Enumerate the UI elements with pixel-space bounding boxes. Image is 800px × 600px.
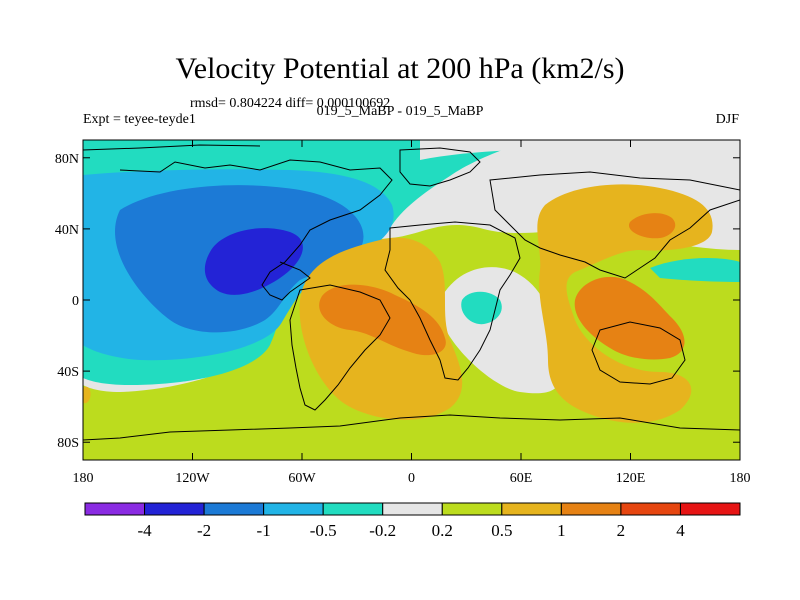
colorbar-swatch (441, 502, 503, 516)
colorbar-label: 1 (557, 521, 566, 540)
colorbar-swatch (84, 502, 146, 516)
colorbar-swatch (144, 502, 205, 516)
lon-axis: 180 120W 60W 0 60E 120E 180 (73, 140, 751, 486)
colorbar-label: 2 (617, 521, 626, 540)
colorbar-label: 4 (676, 521, 685, 540)
coastline-europe-africa (384, 221, 521, 381)
contour-pos-1 (628, 213, 676, 239)
colorbar-swatch (679, 502, 741, 516)
contour-neg-0.2 (650, 258, 740, 282)
stats-label: rmsd= 0.804224 diff= 0.000100692 (190, 96, 391, 111)
colorbar-swatch (620, 502, 681, 516)
colorbar-label: -0.2 (369, 521, 396, 540)
experiment-label: Expt = teyee-teyde1 (83, 112, 196, 127)
contour-neg-0.2 (461, 291, 502, 325)
contour-neg-2 (204, 228, 303, 295)
lon-tick-label: 0 (408, 471, 415, 486)
coastline-australia (591, 321, 686, 385)
lon-tick-label: 120W (175, 471, 210, 486)
contour-pos-0.5 (537, 184, 713, 423)
colorbar-label: -4 (137, 521, 152, 540)
colorbar-label: -1 (257, 521, 271, 540)
lat-tick-label: 80N (55, 152, 79, 167)
colorbar-label: -0.5 (310, 521, 337, 540)
coastline-antarctica (83, 414, 740, 441)
colorbar-label: 0.5 (491, 521, 512, 540)
contour-pos-1 (319, 284, 446, 356)
coastline-south-america (289, 284, 391, 411)
contour-pos-1 (574, 276, 685, 360)
contour-pos-0.5 (83, 386, 91, 404)
coastline-asia (489, 171, 740, 279)
coastline-arctic (83, 144, 261, 151)
coastlines (83, 144, 740, 441)
lon-tick-label: 180 (73, 471, 94, 486)
lat-tick-label: 0 (72, 294, 79, 309)
coastline-north-america (119, 159, 393, 301)
case-label: 019_5_MaBP - 019_5_MaBP (316, 104, 484, 119)
colorbar-swatch (382, 502, 443, 516)
lon-tick-label: 120E (616, 471, 646, 486)
lon-tick-label: 60W (288, 471, 316, 486)
colorbar-swatch (501, 502, 562, 516)
colorbar-swatch (560, 502, 622, 516)
lat-tick-label: 80S (57, 436, 79, 451)
colorbar-swatch (263, 502, 324, 516)
colorbar-label: 0.2 (432, 521, 453, 540)
lat-axis: 80N 40N 0 40S 80S (55, 152, 740, 451)
lon-tick-label: 60E (510, 471, 533, 486)
colorbar-swatch (203, 502, 265, 516)
contour-neutral (420, 140, 740, 170)
coastline-greenland (399, 147, 481, 187)
colorbar-swatch (322, 502, 384, 516)
season-label: DJF (715, 112, 739, 127)
map-title: Velocity Potential at 200 hPa (km2/s) (175, 52, 625, 85)
lat-tick-label: 40N (55, 223, 79, 238)
colorbar-label: -2 (197, 521, 211, 540)
lon-tick-label: 180 (730, 471, 751, 486)
colorbar: -4 -2 -1 -0.5 -0.2 0.2 0.5 1 2 4 (84, 502, 741, 540)
lat-tick-label: 40S (57, 365, 79, 380)
